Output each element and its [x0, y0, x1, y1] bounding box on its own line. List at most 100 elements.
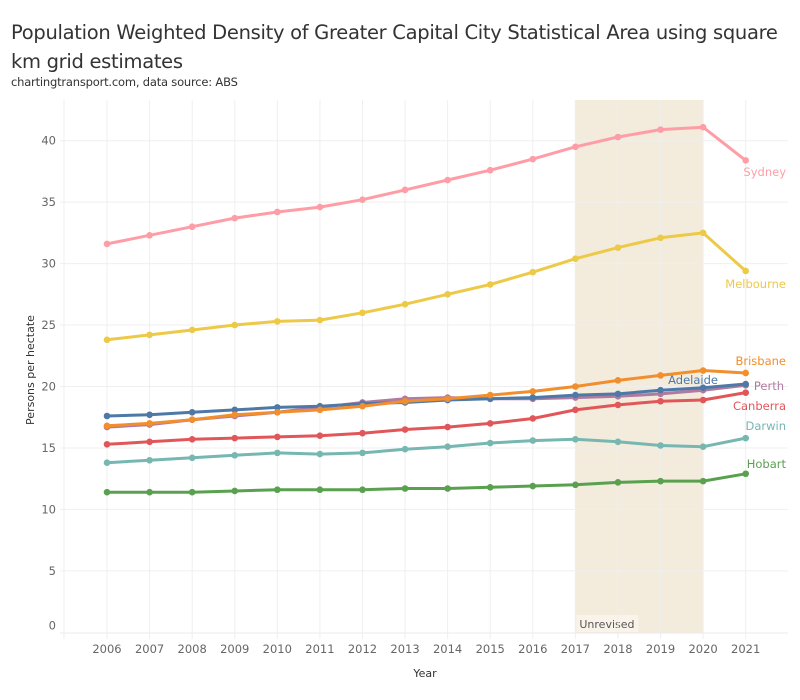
data-point-darwin[interactable] — [699, 443, 707, 451]
data-point-hobart[interactable] — [231, 487, 239, 495]
data-point-sydney[interactable] — [742, 157, 749, 164]
data-point-brisbane[interactable] — [359, 402, 366, 410]
data-point-sydney[interactable] — [274, 208, 281, 216]
data-point-canberra[interactable] — [316, 432, 324, 439]
data-point-adelaide[interactable] — [614, 390, 622, 398]
data-point-darwin[interactable] — [146, 456, 153, 464]
data-point-brisbane[interactable] — [529, 388, 537, 395]
data-point-darwin[interactable] — [231, 452, 239, 459]
data-point-adelaide[interactable] — [146, 411, 153, 419]
data-point-sydney[interactable] — [359, 196, 366, 203]
data-point-melbourne[interactable] — [231, 321, 239, 329]
data-point-melbourne[interactable] — [657, 234, 664, 242]
data-point-adelaide[interactable] — [572, 391, 579, 399]
data-point-adelaide[interactable] — [699, 384, 707, 392]
data-point-hobart[interactable] — [359, 486, 366, 494]
data-point-darwin[interactable] — [657, 442, 664, 449]
data-point-brisbane[interactable] — [316, 406, 324, 414]
data-point-darwin[interactable] — [529, 437, 537, 444]
data-point-darwin[interactable] — [572, 436, 579, 443]
data-point-darwin[interactable] — [359, 449, 366, 457]
data-point-sydney[interactable] — [657, 126, 664, 133]
data-point-hobart[interactable] — [103, 488, 111, 496]
data-point-canberra[interactable] — [188, 436, 196, 443]
data-point-adelaide[interactable] — [231, 406, 239, 414]
data-point-brisbane[interactable] — [401, 397, 409, 405]
data-point-canberra[interactable] — [359, 429, 366, 437]
data-point-melbourne[interactable] — [316, 316, 324, 324]
data-point-melbourne[interactable] — [146, 331, 153, 339]
data-point-canberra[interactable] — [614, 401, 622, 409]
data-point-adelaide[interactable] — [103, 412, 111, 420]
data-point-hobart[interactable] — [529, 482, 537, 490]
data-point-melbourne[interactable] — [359, 309, 366, 317]
data-point-hobart[interactable] — [188, 488, 196, 496]
data-point-brisbane[interactable] — [699, 367, 707, 374]
data-point-brisbane[interactable] — [274, 409, 281, 416]
data-point-canberra[interactable] — [486, 420, 494, 427]
data-point-canberra[interactable] — [444, 423, 451, 431]
data-point-brisbane[interactable] — [188, 416, 196, 423]
data-point-adelaide[interactable] — [657, 386, 664, 394]
data-point-sydney[interactable] — [572, 143, 579, 151]
data-point-canberra[interactable] — [699, 396, 707, 404]
data-point-brisbane[interactable] — [657, 372, 664, 379]
data-point-canberra[interactable] — [572, 406, 579, 414]
data-point-adelaide[interactable] — [529, 394, 537, 401]
data-point-melbourne[interactable] — [614, 244, 622, 251]
data-point-hobart[interactable] — [657, 477, 664, 485]
data-point-canberra[interactable] — [529, 415, 537, 422]
data-point-brisbane[interactable] — [742, 369, 749, 377]
data-point-adelaide[interactable] — [188, 409, 196, 416]
data-point-brisbane[interactable] — [486, 391, 494, 399]
data-point-darwin[interactable] — [401, 445, 409, 453]
data-point-melbourne[interactable] — [486, 281, 494, 288]
data-point-adelaide[interactable] — [742, 380, 749, 388]
data-point-melbourne[interactable] — [444, 291, 451, 298]
data-point-canberra[interactable] — [231, 434, 239, 442]
data-point-brisbane[interactable] — [572, 383, 579, 390]
data-point-brisbane[interactable] — [146, 420, 153, 427]
data-point-sydney[interactable] — [103, 240, 111, 248]
data-point-sydney[interactable] — [146, 232, 153, 239]
data-point-hobart[interactable] — [401, 485, 409, 492]
data-point-hobart[interactable] — [444, 485, 451, 492]
data-point-darwin[interactable] — [188, 454, 196, 462]
data-point-melbourne[interactable] — [572, 255, 579, 262]
data-point-canberra[interactable] — [146, 438, 153, 446]
data-point-adelaide[interactable] — [274, 404, 281, 411]
data-point-sydney[interactable] — [486, 166, 494, 174]
data-point-sydney[interactable] — [529, 155, 537, 163]
data-point-hobart[interactable] — [146, 488, 153, 496]
data-point-sydney[interactable] — [401, 186, 409, 194]
data-point-sydney[interactable] — [316, 203, 324, 211]
data-point-darwin[interactable] — [742, 434, 749, 442]
data-point-brisbane[interactable] — [444, 395, 451, 403]
data-point-darwin[interactable] — [444, 443, 451, 451]
data-point-hobart[interactable] — [614, 479, 622, 486]
data-point-darwin[interactable] — [486, 439, 494, 447]
data-point-melbourne[interactable] — [401, 300, 409, 308]
data-point-hobart[interactable] — [572, 481, 579, 489]
data-point-darwin[interactable] — [103, 459, 111, 466]
data-point-darwin[interactable] — [316, 450, 324, 458]
data-point-hobart[interactable] — [699, 477, 707, 485]
data-point-canberra[interactable] — [103, 440, 111, 448]
data-point-sydney[interactable] — [188, 223, 196, 231]
data-point-canberra[interactable] — [401, 426, 409, 433]
data-point-sydney[interactable] — [444, 176, 451, 184]
data-point-hobart[interactable] — [742, 470, 749, 478]
data-point-sydney[interactable] — [699, 123, 707, 131]
data-point-hobart[interactable] — [274, 486, 281, 494]
data-point-hobart[interactable] — [486, 483, 494, 491]
data-point-brisbane[interactable] — [103, 422, 111, 430]
data-point-melbourne[interactable] — [188, 326, 196, 334]
data-point-melbourne[interactable] — [103, 336, 111, 344]
data-point-brisbane[interactable] — [614, 377, 622, 384]
data-point-canberra[interactable] — [657, 397, 664, 405]
data-point-canberra[interactable] — [274, 433, 281, 441]
data-point-sydney[interactable] — [231, 214, 239, 222]
data-point-darwin[interactable] — [614, 438, 622, 446]
data-point-melbourne[interactable] — [699, 229, 707, 237]
data-point-sydney[interactable] — [614, 133, 622, 141]
